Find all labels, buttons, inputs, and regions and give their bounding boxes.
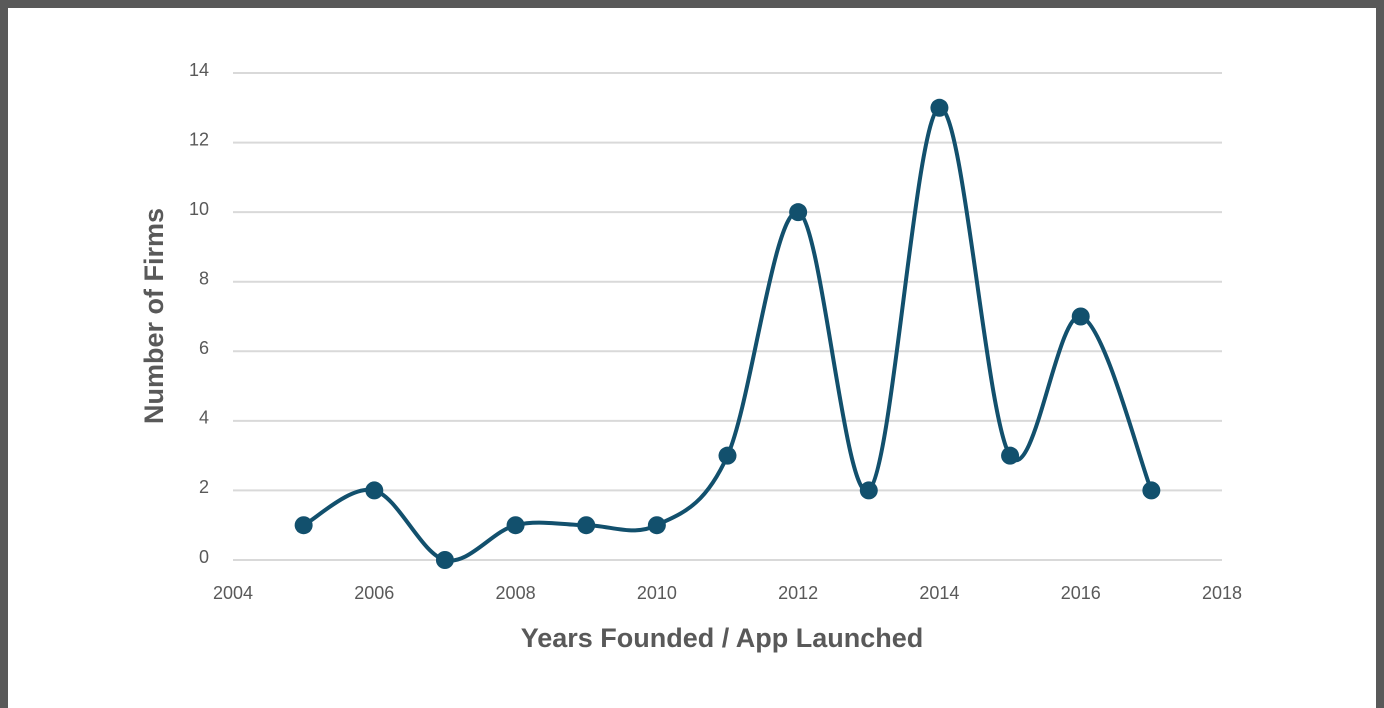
series-line bbox=[302, 105, 1154, 563]
x-tick-label: 2016 bbox=[1061, 583, 1101, 603]
data-point bbox=[435, 551, 454, 569]
x-tick-label: 2014 bbox=[919, 583, 959, 603]
data-point bbox=[1142, 481, 1161, 500]
y-tick-label: 2 bbox=[199, 477, 209, 497]
y-tick-label: 10 bbox=[189, 199, 209, 219]
y-tick-label: 0 bbox=[199, 547, 209, 567]
y-tick-label: 4 bbox=[199, 408, 209, 428]
y-axis-title: Number of Firms bbox=[139, 208, 169, 424]
data-point bbox=[506, 516, 525, 535]
x-tick-label: 2018 bbox=[1202, 583, 1242, 603]
x-tick-label: 2006 bbox=[354, 583, 394, 603]
x-tick-label: 2004 bbox=[213, 583, 253, 603]
x-tick-label: 2012 bbox=[778, 583, 818, 603]
data-point bbox=[1071, 307, 1090, 326]
data-point bbox=[859, 481, 878, 500]
y-tick-label: 8 bbox=[199, 268, 209, 288]
x-tick-label: 2010 bbox=[637, 583, 677, 603]
x-tick-label: 2008 bbox=[496, 583, 536, 603]
x-axis-title: Years Founded / App Launched bbox=[521, 623, 924, 653]
data-point bbox=[577, 516, 596, 535]
data-point bbox=[647, 516, 666, 535]
data-point bbox=[365, 481, 384, 500]
data-point bbox=[789, 203, 808, 222]
y-tick-label: 14 bbox=[189, 60, 209, 80]
y-tick-label: 6 bbox=[199, 338, 209, 358]
data-point bbox=[930, 98, 949, 117]
data-point bbox=[294, 516, 313, 535]
y-tick-label: 12 bbox=[189, 129, 209, 149]
data-point bbox=[718, 446, 737, 465]
data-point bbox=[1001, 446, 1020, 465]
